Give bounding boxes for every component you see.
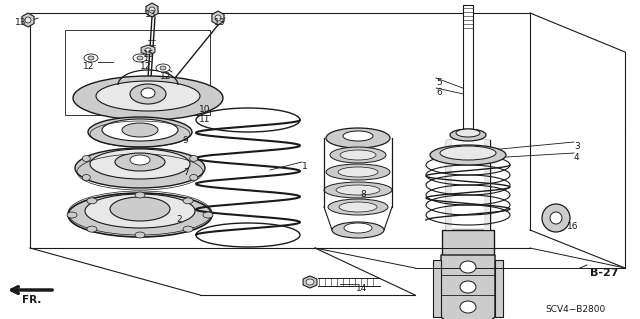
Ellipse shape — [84, 54, 98, 62]
Ellipse shape — [324, 182, 392, 198]
Text: 12: 12 — [83, 62, 94, 71]
Ellipse shape — [68, 193, 212, 237]
Ellipse shape — [542, 204, 570, 232]
Bar — [433, 260, 441, 317]
Ellipse shape — [135, 192, 145, 198]
Ellipse shape — [141, 88, 155, 98]
Ellipse shape — [87, 226, 97, 232]
Text: 12: 12 — [140, 62, 152, 71]
Text: 6: 6 — [436, 88, 442, 97]
Ellipse shape — [340, 150, 376, 160]
Ellipse shape — [83, 155, 90, 161]
Bar — [65, 30, 210, 115]
Text: 11: 11 — [199, 115, 211, 124]
Ellipse shape — [130, 155, 150, 165]
Text: 14: 14 — [356, 284, 367, 293]
Text: 13: 13 — [214, 18, 225, 27]
Text: 8: 8 — [360, 190, 365, 199]
Ellipse shape — [73, 76, 223, 120]
Text: 13: 13 — [145, 10, 157, 19]
Ellipse shape — [90, 149, 190, 179]
Ellipse shape — [203, 212, 213, 218]
Ellipse shape — [183, 198, 193, 204]
Ellipse shape — [183, 226, 193, 232]
Text: 16: 16 — [567, 222, 579, 231]
Polygon shape — [22, 13, 34, 27]
Ellipse shape — [137, 56, 143, 60]
Bar — [463, 5, 473, 135]
Ellipse shape — [145, 48, 151, 52]
Ellipse shape — [160, 66, 166, 70]
Ellipse shape — [85, 194, 195, 228]
Ellipse shape — [339, 202, 377, 212]
Ellipse shape — [460, 281, 476, 293]
Ellipse shape — [450, 129, 486, 141]
Text: 9: 9 — [182, 136, 188, 145]
Ellipse shape — [336, 185, 380, 195]
Ellipse shape — [189, 174, 198, 181]
Ellipse shape — [330, 147, 386, 163]
Text: 13: 13 — [15, 18, 26, 27]
Ellipse shape — [456, 129, 480, 137]
Text: B-27: B-27 — [590, 268, 618, 278]
Bar — [495, 260, 503, 317]
Ellipse shape — [110, 197, 170, 221]
Ellipse shape — [122, 123, 158, 137]
Ellipse shape — [88, 117, 192, 147]
Text: SCV4−B2800: SCV4−B2800 — [545, 305, 605, 314]
Ellipse shape — [326, 164, 390, 180]
Ellipse shape — [102, 119, 178, 141]
Ellipse shape — [332, 222, 384, 238]
Bar — [446, 140, 452, 230]
Text: 7: 7 — [183, 168, 189, 177]
Ellipse shape — [460, 301, 476, 313]
Text: 2: 2 — [176, 215, 182, 224]
Ellipse shape — [550, 212, 562, 224]
Bar — [450, 140, 486, 228]
Polygon shape — [212, 11, 224, 25]
Text: 15: 15 — [143, 50, 154, 59]
Ellipse shape — [306, 279, 314, 285]
Ellipse shape — [328, 199, 388, 215]
Ellipse shape — [67, 212, 77, 218]
Text: 5: 5 — [436, 78, 442, 87]
Ellipse shape — [130, 84, 166, 104]
Ellipse shape — [343, 131, 373, 141]
Ellipse shape — [96, 81, 200, 111]
Ellipse shape — [115, 153, 165, 171]
Polygon shape — [141, 45, 155, 55]
Ellipse shape — [83, 174, 90, 181]
Polygon shape — [303, 276, 317, 288]
Text: 12: 12 — [160, 72, 172, 81]
Ellipse shape — [338, 167, 378, 177]
Text: 10: 10 — [199, 105, 211, 114]
Text: 4: 4 — [574, 153, 580, 162]
Polygon shape — [441, 255, 495, 319]
Ellipse shape — [460, 261, 476, 273]
Text: 3: 3 — [574, 142, 580, 151]
Ellipse shape — [133, 54, 147, 62]
Text: FR.: FR. — [22, 295, 42, 305]
Text: 1: 1 — [302, 162, 308, 171]
Ellipse shape — [215, 15, 221, 21]
Ellipse shape — [430, 145, 506, 165]
Ellipse shape — [25, 17, 31, 23]
Bar — [442, 230, 494, 258]
Ellipse shape — [189, 155, 198, 161]
Ellipse shape — [156, 64, 170, 72]
Ellipse shape — [440, 146, 496, 160]
Ellipse shape — [87, 198, 97, 204]
Bar — [484, 140, 490, 230]
Polygon shape — [146, 3, 158, 17]
Ellipse shape — [149, 7, 155, 13]
Ellipse shape — [326, 128, 390, 148]
Bar — [446, 140, 490, 230]
Ellipse shape — [135, 232, 145, 238]
Ellipse shape — [344, 223, 372, 233]
Ellipse shape — [75, 148, 205, 188]
Ellipse shape — [88, 56, 94, 60]
